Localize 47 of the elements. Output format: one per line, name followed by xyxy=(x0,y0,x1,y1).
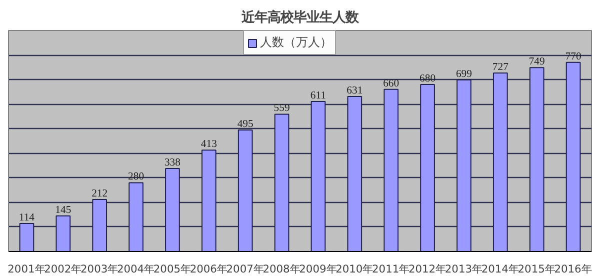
bar xyxy=(566,62,581,252)
data-label: 660 xyxy=(383,78,400,90)
x-tick-label: 2003年 xyxy=(80,262,119,276)
data-label: 145 xyxy=(55,204,72,216)
bar xyxy=(274,114,290,252)
data-label: 611 xyxy=(310,90,326,102)
data-label: 631 xyxy=(346,86,363,97)
x-tick-label: 2005年 xyxy=(153,262,192,276)
bar xyxy=(310,100,326,252)
data-label: 727 xyxy=(492,62,510,73)
data-label: 114 xyxy=(18,212,36,224)
x-tick-label: 2014年 xyxy=(481,262,520,276)
chart-title: 近年高校毕业生人数 xyxy=(240,10,360,26)
x-tick-label: 2011年 xyxy=(372,262,410,276)
bar xyxy=(238,129,253,252)
x-tick-label: 2002年 xyxy=(44,262,82,276)
x-tick-label: 2007年 xyxy=(226,262,264,276)
x-tick-label: 2012年 xyxy=(408,262,447,276)
data-label: 413 xyxy=(200,139,217,150)
bar xyxy=(56,215,71,252)
x-tick-label: 2016年 xyxy=(554,262,592,276)
data-label: 749 xyxy=(528,56,545,68)
bar xyxy=(529,67,544,252)
data-label: 338 xyxy=(164,158,180,168)
bar xyxy=(347,96,362,252)
x-tick-label: 2006年 xyxy=(190,262,228,276)
bar xyxy=(456,79,472,252)
x-tick-label: 2015年 xyxy=(518,262,556,276)
bar xyxy=(19,223,34,252)
legend-label: 人数（万人） xyxy=(260,34,332,51)
bar xyxy=(165,168,180,252)
x-tick-label: 2004年 xyxy=(116,262,156,276)
bar xyxy=(201,150,216,252)
bar xyxy=(92,198,108,252)
x-tick-label: 2010年 xyxy=(336,262,374,276)
x-tick-label: 2013年 xyxy=(444,262,484,276)
x-tick-label: 2009年 xyxy=(299,262,338,276)
bar xyxy=(384,88,399,252)
x-tick-label: 2008年 xyxy=(262,262,301,276)
bar xyxy=(420,84,435,252)
data-label: 495 xyxy=(237,118,254,130)
data-label: 212 xyxy=(92,188,108,200)
bar xyxy=(128,182,144,252)
bar xyxy=(492,72,508,252)
x-tick-label: 2001年 xyxy=(8,262,46,276)
data-label: 559 xyxy=(274,103,290,114)
data-label: 699 xyxy=(456,68,472,80)
